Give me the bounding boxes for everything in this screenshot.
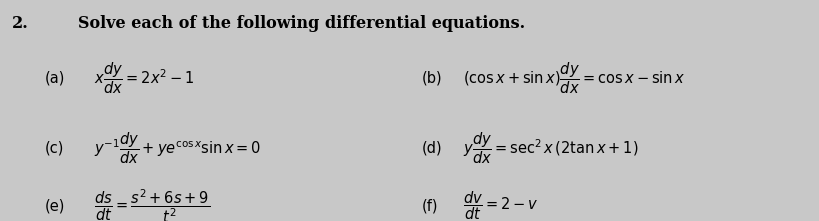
Text: (b): (b) — [422, 71, 442, 86]
Text: $x\dfrac{dy}{dx} = 2x^2 - 1$: $x\dfrac{dy}{dx} = 2x^2 - 1$ — [94, 61, 194, 96]
Text: (c): (c) — [45, 141, 65, 156]
Text: Solve each of the following differential equations.: Solve each of the following differential… — [78, 15, 525, 32]
Text: (e): (e) — [45, 198, 66, 213]
Text: $\dfrac{dv}{dt} = 2 - v$: $\dfrac{dv}{dt} = 2 - v$ — [463, 189, 539, 221]
Text: $\dfrac{ds}{dt} = \dfrac{s^2 + 6s + 9}{t^2}$: $\dfrac{ds}{dt} = \dfrac{s^2 + 6s + 9}{t… — [94, 187, 210, 221]
Text: $y\dfrac{dy}{dx} = \sec^2 x\,(2\tan x + 1)$: $y\dfrac{dy}{dx} = \sec^2 x\,(2\tan x + … — [463, 130, 638, 166]
Text: 2.: 2. — [12, 15, 29, 32]
Text: (a): (a) — [45, 71, 66, 86]
Text: $(\cos x + \sin x)\dfrac{dy}{dx} = \cos x - \sin x$: $(\cos x + \sin x)\dfrac{dy}{dx} = \cos … — [463, 61, 686, 96]
Text: $y^{-1}\dfrac{dy}{dx} + ye^{\cos x}\sin x = 0$: $y^{-1}\dfrac{dy}{dx} + ye^{\cos x}\sin … — [94, 130, 261, 166]
Text: (d): (d) — [422, 141, 442, 156]
Text: (f): (f) — [422, 198, 438, 213]
